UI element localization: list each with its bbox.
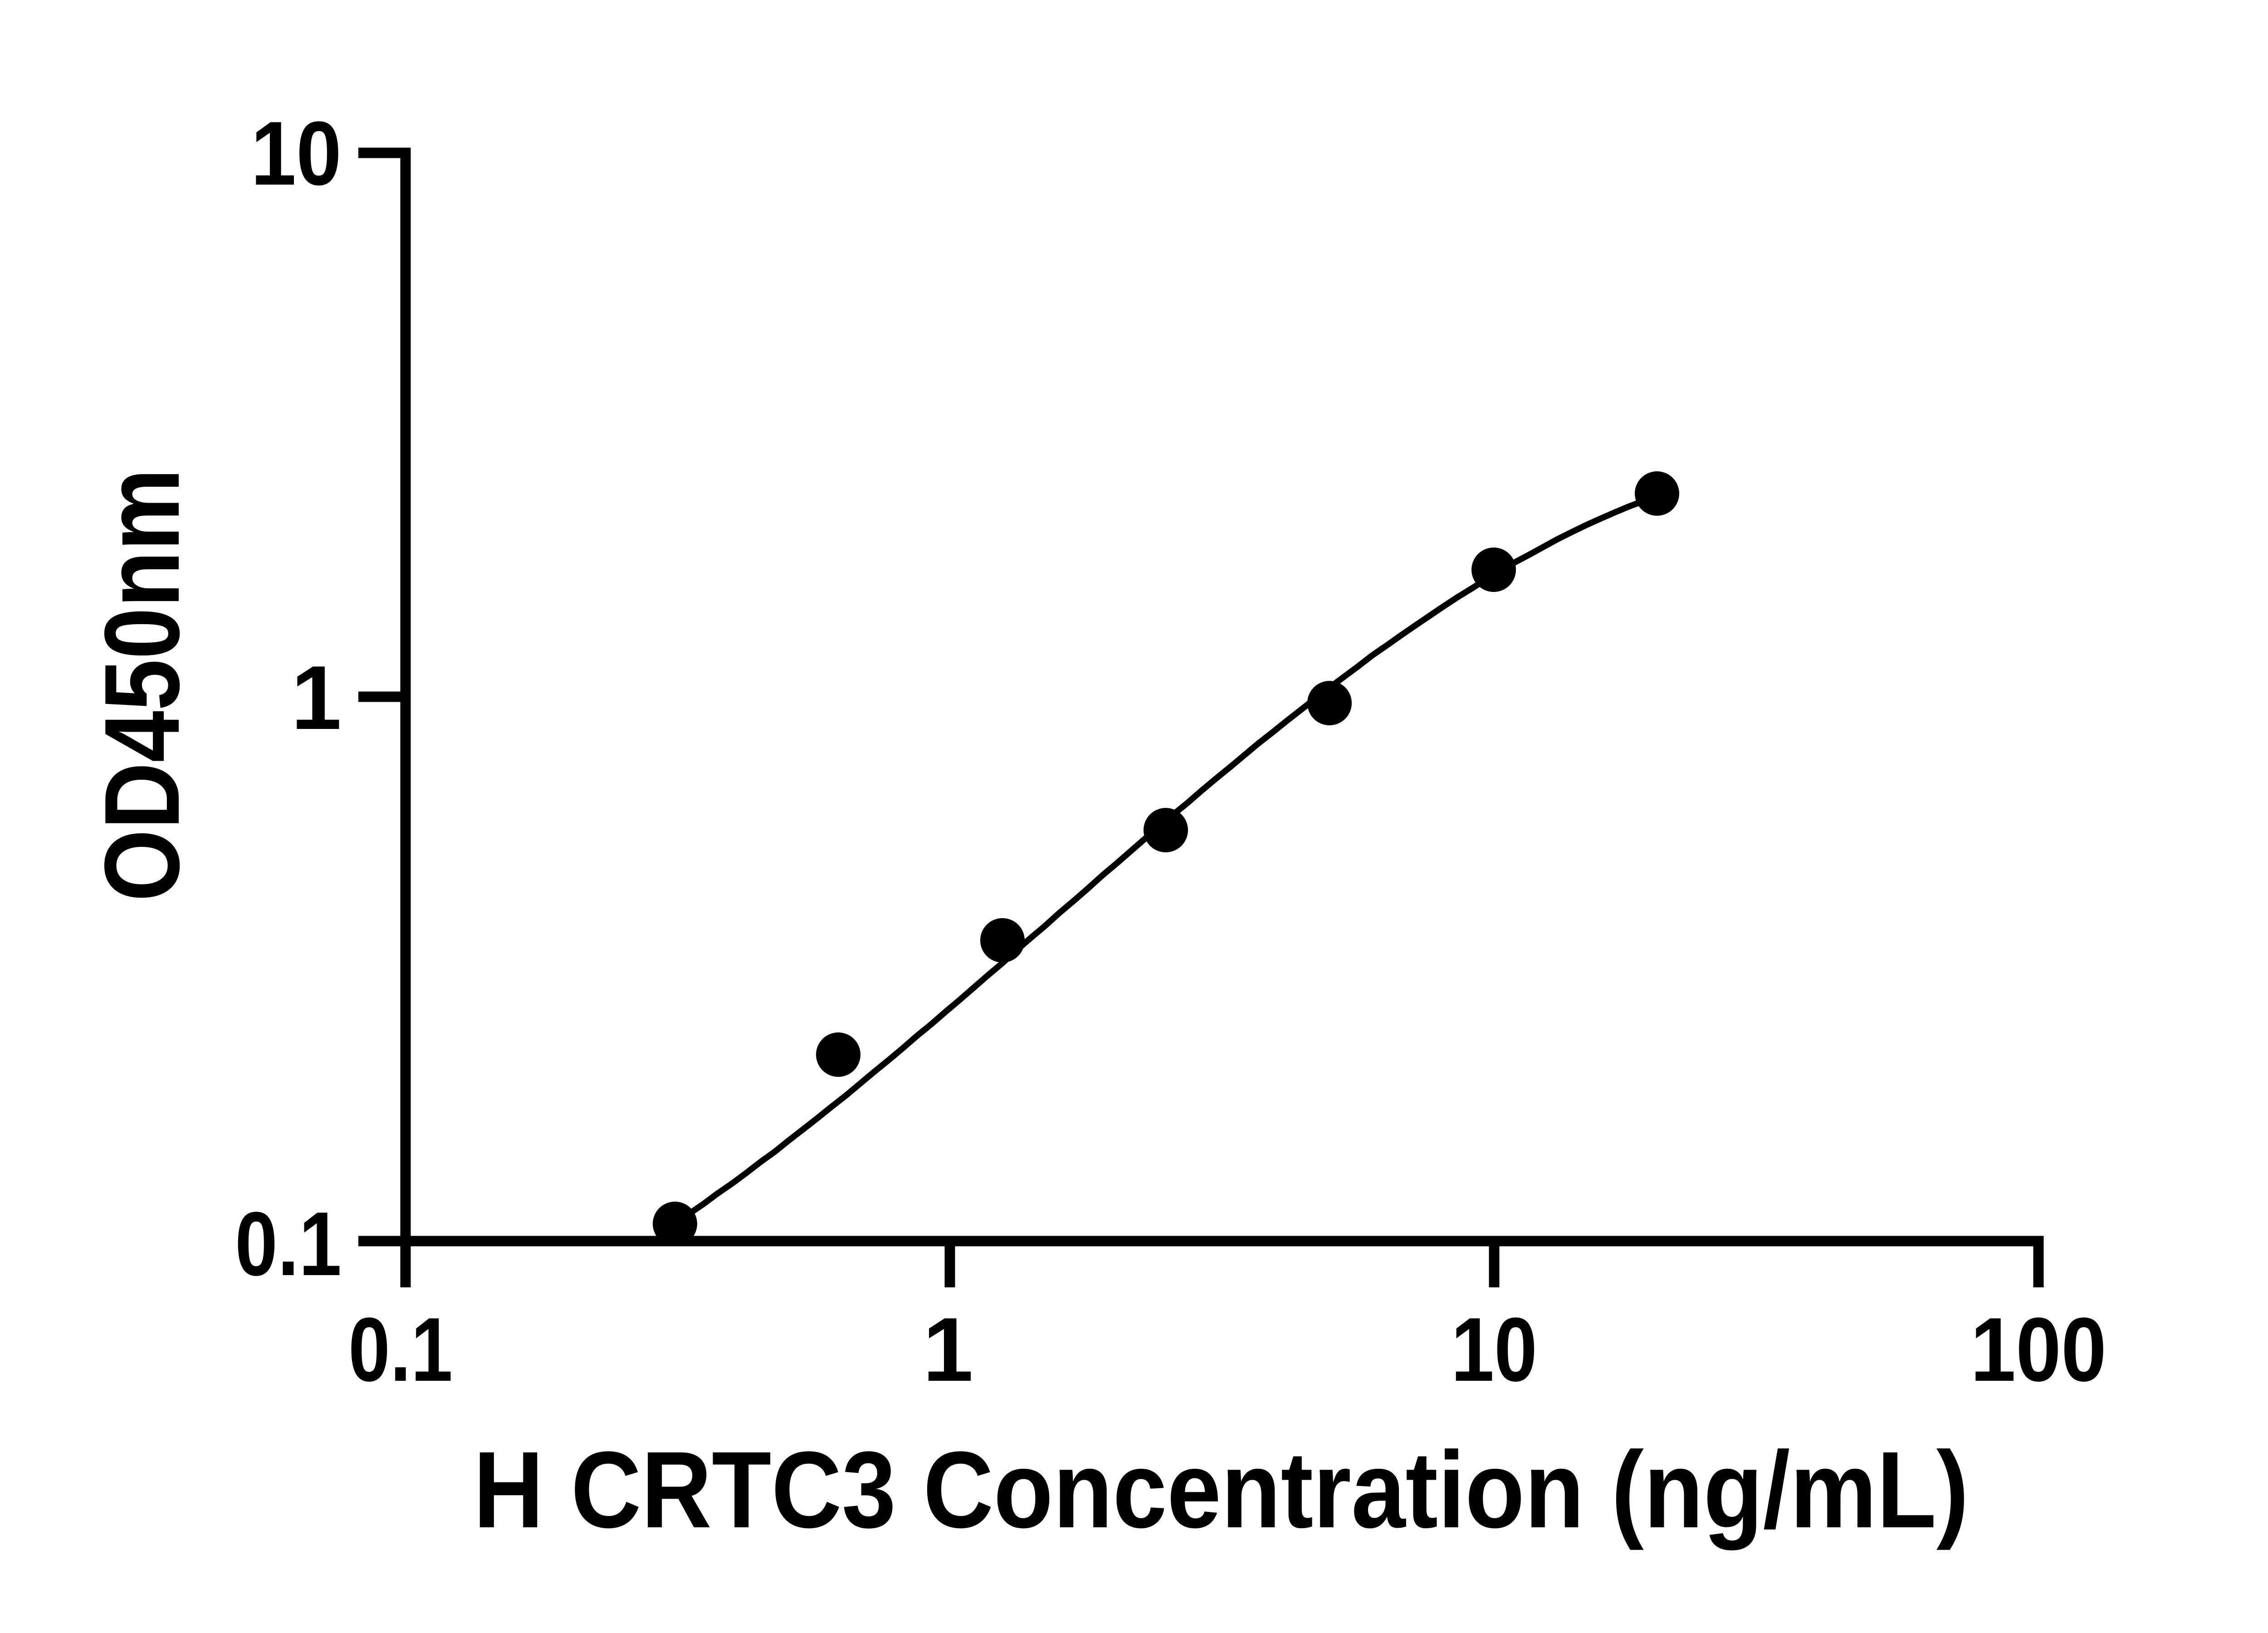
svg-text:OD450nm: OD450nm xyxy=(82,469,201,902)
svg-text:0.1: 0.1 xyxy=(348,1299,453,1400)
svg-text:100: 100 xyxy=(1970,1299,2107,1400)
svg-text:1: 1 xyxy=(923,1299,973,1400)
svg-text:10: 10 xyxy=(251,103,342,204)
svg-text:H CRTC3 Concentration (ng/mL): H CRTC3 Concentration (ng/mL) xyxy=(474,1429,1969,1550)
svg-text:0.1: 0.1 xyxy=(235,1193,342,1295)
svg-text:1: 1 xyxy=(291,647,342,748)
svg-text:10: 10 xyxy=(1451,1299,1537,1400)
